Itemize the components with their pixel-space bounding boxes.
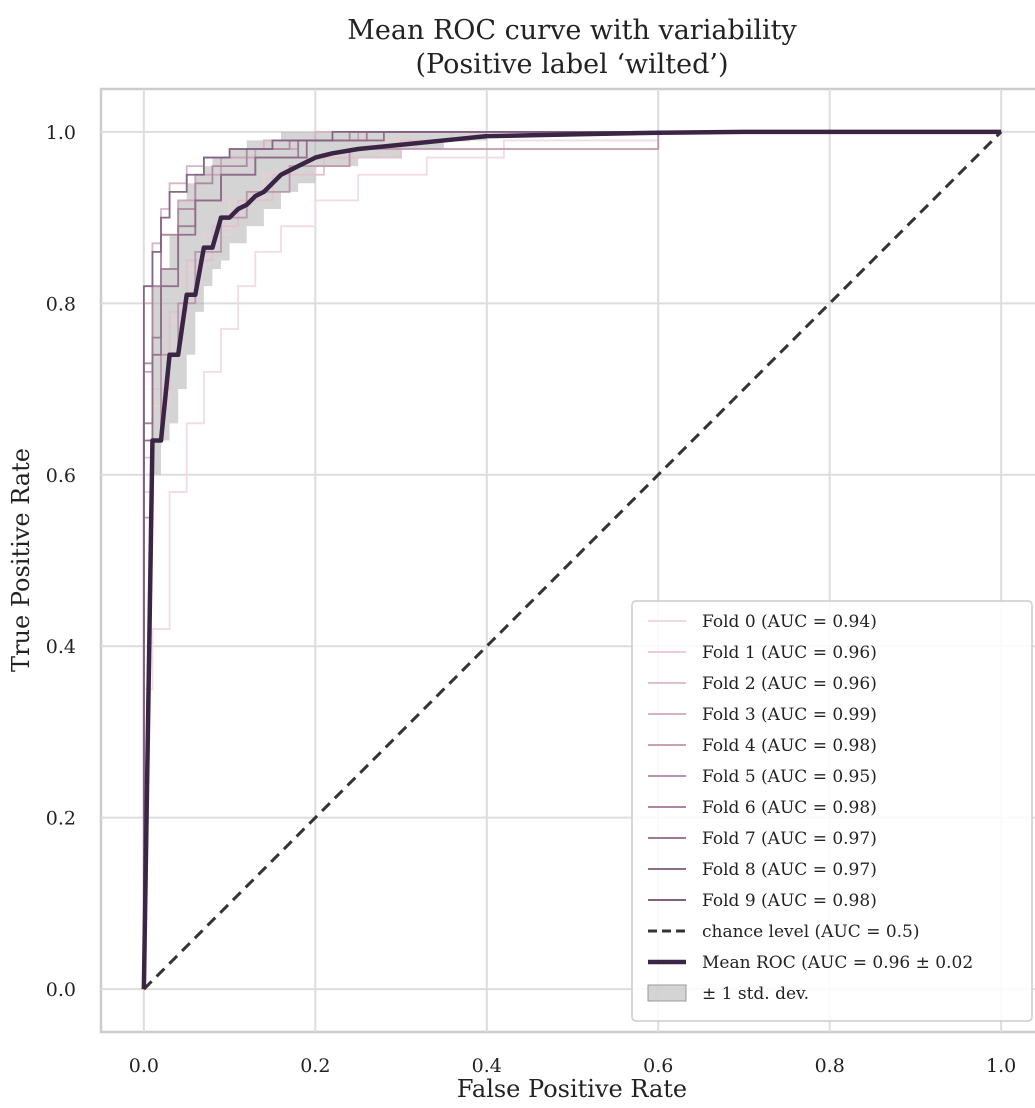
- y-axis-label: True Positive Rate: [7, 448, 35, 672]
- legend-label: Fold 6 (AUC = 0.98): [702, 798, 877, 818]
- x-tick-label: 0.8: [815, 1055, 845, 1077]
- legend: Fold 0 (AUC = 0.94) Fold 1 (AUC = 0.96) Fo…: [631, 600, 1033, 1022]
- x-tick-label: 0.2: [300, 1055, 330, 1077]
- mean-roc-layer: [141, 129, 1002, 990]
- legend-label: Fold 9 (AUC = 0.98): [702, 891, 877, 911]
- legend-label: Fold 0 (AUC = 0.94): [702, 612, 877, 632]
- y-axis-ticks: 0.0 0.2 0.4 0.6 0.8 1.0: [46, 122, 76, 1001]
- legend-swatch: [647, 984, 687, 1002]
- mean-roc-curve: [141, 129, 1002, 990]
- chance-line: [142, 130, 1003, 991]
- y-tick-label: 0.0: [46, 979, 76, 1001]
- legend-label: Fold 8 (AUC = 0.97): [702, 860, 877, 880]
- legend-label: chance level (AUC = 0.5): [702, 922, 920, 942]
- legend-label: Mean ROC (AUC = 0.96 ± 0.02: [702, 953, 973, 973]
- chart-title-line-2: (Positive label ‘wilted’): [415, 49, 728, 80]
- x-tick-label: 1.0: [986, 1055, 1016, 1077]
- x-axis-ticks: 0.0 0.2 0.4 0.6 0.8 1.0: [129, 1055, 1016, 1077]
- fold-0-curve: [142, 130, 1002, 990]
- legend-label: Fold 7 (AUC = 0.97): [702, 829, 877, 849]
- x-tick-label: 0.4: [472, 1055, 502, 1077]
- fold-3-curve: [142, 130, 1002, 990]
- x-tick-label: 0.0: [129, 1055, 159, 1077]
- y-tick-label: 0.4: [46, 636, 76, 658]
- fold-9-curve: [142, 130, 1002, 990]
- y-tick-label: 0.8: [46, 293, 76, 315]
- chance-line-layer: [142, 130, 1003, 991]
- legend-label: Fold 3 (AUC = 0.99): [702, 705, 877, 725]
- chart-title-line-1: Mean ROC curve with variability: [347, 15, 797, 46]
- legend-label: Fold 4 (AUC = 0.98): [702, 736, 877, 756]
- fold-curves: [142, 130, 1002, 990]
- legend-box: [631, 600, 1033, 1022]
- legend-label: Fold 2 (AUC = 0.96): [702, 674, 877, 694]
- y-tick-label: 1.0: [46, 122, 76, 144]
- y-tick-label: 0.6: [46, 465, 76, 487]
- x-axis-label: False Positive Rate: [457, 1075, 687, 1103]
- legend-label: Fold 5 (AUC = 0.95): [702, 767, 877, 787]
- legend-label: ± 1 std. dev.: [702, 984, 809, 1004]
- x-tick-label: 0.6: [643, 1055, 673, 1077]
- legend-label: Fold 1 (AUC = 0.96): [702, 643, 877, 663]
- y-tick-label: 0.2: [46, 808, 76, 830]
